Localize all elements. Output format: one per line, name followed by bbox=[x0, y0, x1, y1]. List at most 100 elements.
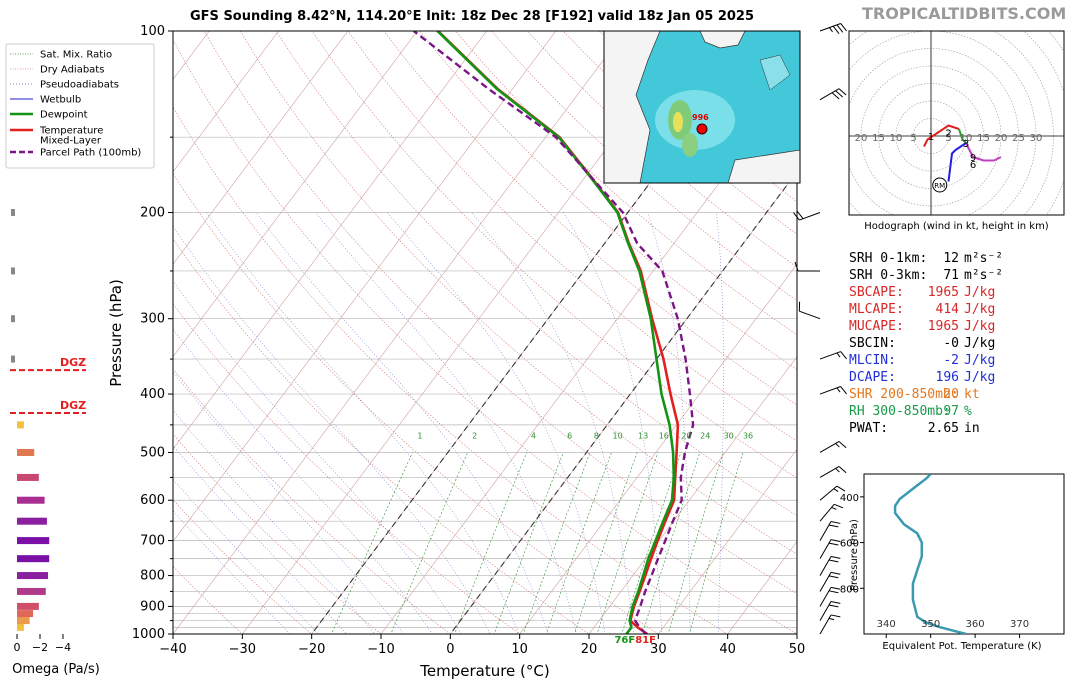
barb-staff bbox=[819, 386, 841, 395]
legend-label: Dewpoint bbox=[40, 110, 88, 121]
mixing-ratio-line bbox=[493, 452, 564, 634]
hodograph-height-label: 6 bbox=[970, 160, 976, 171]
parameter-row: SRH 0-3km: 71 m²s⁻² bbox=[849, 268, 1059, 285]
parameter-value: 71 bbox=[943, 268, 959, 283]
barb-flag bbox=[828, 590, 839, 594]
y-tick-label: 400 bbox=[140, 387, 165, 402]
barb-staff bbox=[819, 23, 841, 32]
moist-adiabat bbox=[716, 212, 724, 634]
map-landmass bbox=[727, 149, 800, 183]
isotherm-line bbox=[657, 448, 797, 634]
barb-flag bbox=[838, 466, 847, 474]
wind-barb bbox=[793, 210, 821, 221]
mixing-ratio-label: 30 bbox=[724, 431, 734, 440]
hodograph-height-label: 9 bbox=[970, 153, 976, 164]
omega-x-tick-label: −4 bbox=[55, 641, 71, 654]
moist-adiabat bbox=[173, 409, 376, 634]
hodograph-ring-label: 30 bbox=[1030, 133, 1043, 144]
dgz-label: DGZ bbox=[60, 356, 86, 369]
wind-barb bbox=[819, 556, 841, 576]
storm-motion-label: RM bbox=[934, 182, 945, 190]
mixing-ratio-line bbox=[667, 452, 724, 634]
hodograph-height-label: 3 bbox=[963, 139, 969, 150]
barb-flag bbox=[828, 604, 839, 608]
y-tick-label: 1000 bbox=[132, 627, 165, 642]
barb-half bbox=[835, 468, 840, 473]
legend: Sat. Mix. Ratio Dry Adiabats Pseudoadiabat… bbox=[5, 43, 155, 169]
skewt-plot-area bbox=[173, 31, 797, 634]
barb-staff bbox=[799, 212, 821, 221]
legend-label: Mixed-Layer Parcel Path (100mb) bbox=[40, 136, 141, 159]
parameter-label: RH 300-850mb: bbox=[849, 404, 951, 419]
moist-adiabat bbox=[173, 371, 404, 634]
surface-temperature-label: 81F bbox=[635, 635, 656, 646]
theta-e-x-tick-label: 350 bbox=[921, 619, 940, 630]
dry-adiabat bbox=[173, 433, 382, 634]
parameter-value: 97 bbox=[943, 404, 959, 419]
hodograph-ring-label: 15 bbox=[977, 133, 990, 144]
profile-dewpoint bbox=[436, 31, 676, 634]
dgz-label: DGZ bbox=[60, 399, 86, 412]
legend-label: Pseudoadiabats bbox=[40, 80, 119, 91]
theta-e-frame bbox=[863, 473, 1065, 635]
mixing-ratio-label: 1 bbox=[417, 431, 422, 440]
wind-barb bbox=[819, 586, 841, 607]
mixing-ratio-line bbox=[390, 452, 468, 634]
barb-flag bbox=[830, 601, 841, 604]
mixing-ratio-label: 24 bbox=[700, 431, 710, 440]
hodograph-ring-label: 20 bbox=[995, 133, 1008, 144]
moist-adiabat bbox=[255, 212, 549, 634]
isotherm-line bbox=[588, 356, 797, 634]
y-tick-label: 300 bbox=[140, 312, 165, 327]
barb-flag bbox=[828, 524, 839, 528]
legend-label: Dry Adiabats bbox=[40, 65, 104, 76]
mixing-ratio-label: 20 bbox=[681, 431, 691, 440]
moist-adiabat bbox=[173, 328, 433, 634]
moist-adiabat bbox=[315, 212, 577, 634]
barb-flag bbox=[828, 542, 839, 546]
parameter-value: -0 bbox=[943, 336, 959, 351]
barb-flag bbox=[836, 24, 844, 33]
wind-barb bbox=[819, 539, 841, 559]
map-pressure-label: 996 bbox=[692, 113, 709, 122]
parameter-value: 20 bbox=[943, 387, 959, 402]
barb-half bbox=[836, 387, 841, 393]
dry-adiabat bbox=[239, 31, 797, 555]
barb-flag bbox=[830, 586, 841, 590]
isotherm-line bbox=[519, 263, 797, 634]
barb-flag bbox=[830, 614, 841, 618]
parameter-unit: kt bbox=[964, 387, 980, 402]
barb-staff bbox=[819, 485, 838, 501]
omega-bar bbox=[11, 267, 15, 275]
isotherm-line bbox=[173, 31, 349, 265]
barb-staff bbox=[819, 521, 832, 541]
isotherm-line bbox=[173, 31, 626, 634]
barb-half bbox=[831, 506, 837, 510]
theta-e-panel: 340 350 360 370 400 600 800 Equivalent Pot. Tem… bbox=[840, 473, 1065, 652]
barb-flag bbox=[836, 485, 846, 492]
wind-barb bbox=[819, 601, 841, 621]
wind-barb bbox=[819, 614, 841, 635]
dry-adiabat bbox=[173, 238, 590, 634]
parameter-value: 1965 bbox=[927, 285, 959, 300]
hodograph: 20 15 10 5 5 10 15 20 25 30 1 2 396 RM Hodograph (wind… bbox=[848, 30, 1065, 232]
dry-adiabat bbox=[173, 106, 729, 634]
hodograph-background bbox=[849, 31, 1064, 215]
hodograph-ring-label: 20 bbox=[855, 133, 868, 144]
hodograph-trace bbox=[965, 142, 1002, 162]
mixing-ratio-label: 13 bbox=[638, 431, 648, 440]
hodograph-height-label: 2 bbox=[945, 129, 951, 140]
y-axis-label: Pressure (hPa) bbox=[107, 279, 125, 387]
barb-staff bbox=[819, 351, 841, 360]
hodograph-ring-label: 5 bbox=[910, 133, 916, 144]
omega-bar bbox=[17, 610, 34, 618]
theta-e-y-label: Pressure (hPa) bbox=[849, 519, 860, 591]
barb-flag bbox=[838, 441, 847, 449]
omega-bar bbox=[17, 537, 50, 545]
parameter-row: DCAPE: 196 J/kg bbox=[849, 370, 1059, 387]
barb-staff bbox=[819, 466, 840, 478]
wind-barbs bbox=[793, 23, 847, 635]
omega-bar bbox=[17, 623, 24, 631]
barb-staff bbox=[799, 310, 821, 320]
